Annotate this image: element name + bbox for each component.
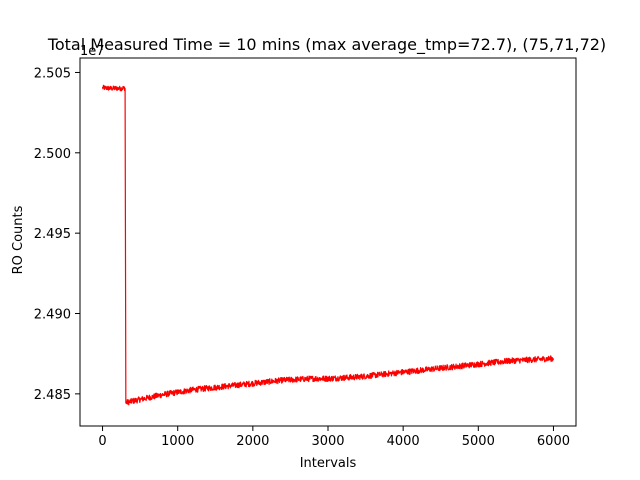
- x-tick-label: 5000: [462, 434, 495, 449]
- y-tick-label: 2.500: [34, 147, 71, 162]
- chart-title: Total Measured Time = 10 mins (max avera…: [47, 35, 606, 55]
- y-tick-label: 2.490: [34, 308, 71, 323]
- x-tick-label: 0: [98, 434, 106, 449]
- x-axis-label: Intervals: [300, 456, 357, 471]
- y-axis-label: RO Counts: [11, 205, 26, 274]
- x-axis: 0 1000 2000 3000 4000 5000 6000: [98, 426, 570, 449]
- y-tick-label: 2.495: [34, 227, 71, 242]
- x-tick-label: 2000: [236, 434, 269, 449]
- y-axis: 2.485 2.490 2.495 2.500 2.505: [34, 66, 80, 403]
- y-tick-label: 2.505: [34, 66, 71, 81]
- x-tick-label: 4000: [387, 434, 420, 449]
- y-tick-label: 2.485: [34, 388, 71, 403]
- series-line: [101, 84, 555, 406]
- y-offset-label: 1e7: [80, 44, 105, 59]
- plot-area: [79, 57, 577, 427]
- x-tick-label: 6000: [537, 434, 570, 449]
- x-tick-label: 3000: [311, 434, 344, 449]
- x-tick-label: 1000: [161, 434, 194, 449]
- plot-frame: [79, 57, 577, 427]
